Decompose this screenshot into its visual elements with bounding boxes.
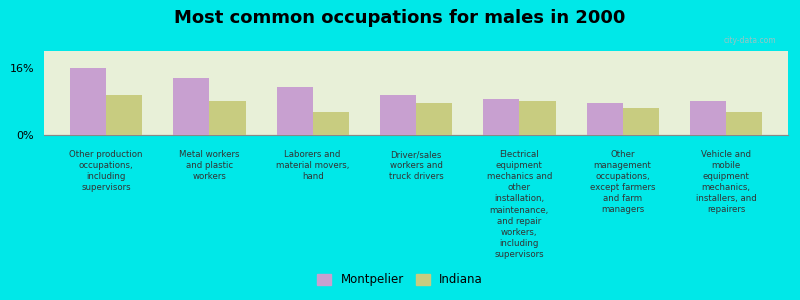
Bar — [519, 101, 555, 135]
Text: Electrical
equipment
mechanics and
other
installation,
maintenance,
and repair
w: Electrical equipment mechanics and other… — [486, 150, 552, 259]
Bar — [690, 101, 726, 135]
Text: Other
management
occupations,
except farmers
and farm
managers: Other management occupations, except far… — [590, 150, 655, 214]
Text: Metal workers
and plastic
workers: Metal workers and plastic workers — [179, 150, 239, 181]
Text: Driver/sales
workers and
truck drivers: Driver/sales workers and truck drivers — [389, 150, 443, 181]
Bar — [173, 78, 210, 135]
Bar — [210, 101, 246, 135]
Bar — [586, 103, 622, 135]
Legend: Montpelier, Indiana: Montpelier, Indiana — [312, 269, 488, 291]
Bar — [483, 99, 519, 135]
Bar — [726, 112, 762, 135]
Text: Most common occupations for males in 2000: Most common occupations for males in 200… — [174, 9, 626, 27]
Text: Vehicle and
mobile
equipment
mechanics,
installers, and
repairers: Vehicle and mobile equipment mechanics, … — [696, 150, 756, 214]
Text: Other production
occupations,
including
supervisors: Other production occupations, including … — [70, 150, 142, 192]
Bar — [106, 95, 142, 135]
Bar — [313, 112, 349, 135]
Bar — [416, 103, 452, 135]
Bar — [277, 87, 313, 135]
Text: Laborers and
material movers,
hand: Laborers and material movers, hand — [276, 150, 350, 181]
Text: city-data.com: city-data.com — [723, 36, 776, 45]
Bar — [380, 95, 416, 135]
Bar — [70, 68, 106, 135]
Bar — [622, 108, 659, 135]
